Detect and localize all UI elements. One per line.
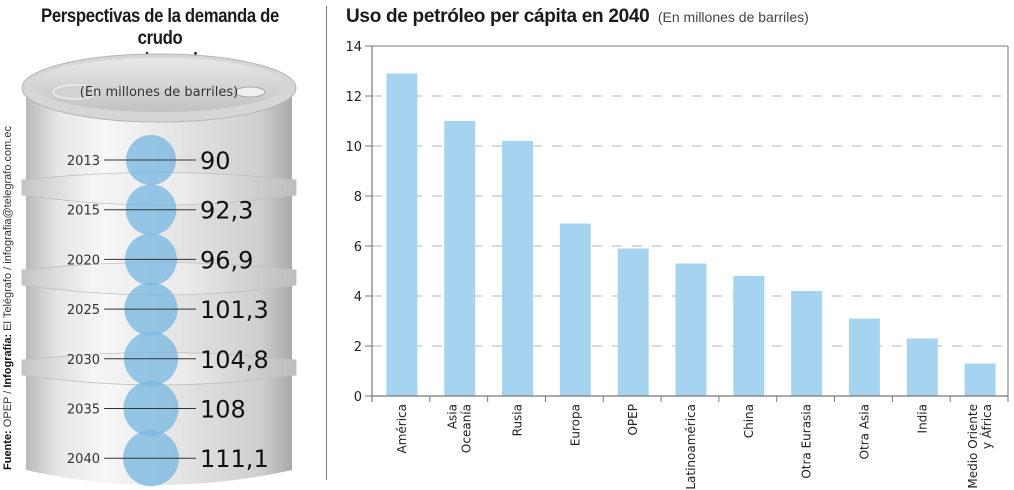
bar bbox=[791, 291, 823, 396]
chart-subtitle: (En millones de barriles) bbox=[657, 9, 809, 25]
bar bbox=[675, 263, 707, 396]
x-category-label-line: Europa bbox=[568, 404, 582, 446]
bar bbox=[964, 363, 996, 396]
bar bbox=[386, 73, 418, 396]
year-label: 2035 bbox=[67, 403, 100, 418]
y-tick-label: 10 bbox=[345, 140, 362, 155]
barrel-unit-label: (En millones de barriles) bbox=[80, 85, 238, 100]
demand-value: 104,8 bbox=[200, 346, 269, 374]
bar bbox=[733, 276, 765, 396]
x-category-label-line: OPEP bbox=[626, 404, 640, 436]
demand-value: 101,3 bbox=[200, 296, 269, 324]
y-tick-label: 12 bbox=[345, 90, 362, 105]
bar bbox=[502, 141, 534, 396]
x-category-label: Europa bbox=[568, 404, 582, 446]
barrel-rows: 2013 90 2015 92,3 2020 96,9 2025 101,3 2030 104,8… bbox=[67, 135, 269, 487]
barrel-lid-top bbox=[32, 58, 286, 112]
y-tick-label: 0 bbox=[354, 390, 362, 405]
x-category-label-line: Asia bbox=[446, 404, 460, 429]
year-label: 2025 bbox=[67, 303, 100, 318]
x-category-label-line: China bbox=[742, 404, 756, 438]
demand-value: 90 bbox=[200, 147, 231, 175]
panel-divider bbox=[326, 6, 327, 480]
year-label: 2030 bbox=[67, 353, 100, 368]
bar bbox=[906, 338, 938, 396]
demand-value: 96,9 bbox=[200, 246, 253, 274]
x-category-label: Otra Asia bbox=[857, 404, 871, 459]
y-tick-label: 8 bbox=[354, 190, 362, 205]
demand-value: 92,3 bbox=[200, 197, 253, 225]
x-category-label: OPEP bbox=[626, 404, 640, 436]
x-category-label: Rusia bbox=[511, 404, 525, 436]
bar bbox=[848, 318, 880, 396]
x-category-label: China bbox=[742, 404, 756, 438]
x-category-label-line: Oceanía bbox=[460, 404, 474, 453]
bar bbox=[617, 248, 649, 396]
year-label: 2020 bbox=[67, 253, 100, 268]
bar bbox=[444, 121, 476, 396]
demand-value: 108 bbox=[200, 396, 246, 424]
y-tick-label: 2 bbox=[354, 340, 362, 355]
year-label: 2013 bbox=[67, 154, 100, 169]
y-tick-label: 6 bbox=[354, 240, 362, 255]
x-category-label-line: Otra Asia bbox=[857, 404, 871, 459]
demand-value: 111,1 bbox=[200, 445, 269, 473]
right-panel-title: Uso de petróleo per cápita en 2040 (En m… bbox=[346, 6, 809, 28]
x-category-label-line: Latinoamérica bbox=[684, 404, 698, 490]
x-category-label-line: Otra Eurasia bbox=[800, 404, 814, 479]
left-title-line1: Perspectivas de la demanda de crudo bbox=[41, 6, 279, 49]
year-label: 2015 bbox=[67, 204, 100, 219]
x-category-label-line: y África bbox=[979, 404, 994, 449]
oil-barrel-infographic: (En millones de barriles) 2013 90 2015 92,3… bbox=[21, 53, 297, 487]
x-category-label: India bbox=[915, 404, 929, 433]
x-category-label-line: Rusia bbox=[511, 404, 525, 436]
x-category-label-line: Medio Oriente bbox=[966, 404, 980, 489]
x-category-label: Otra Eurasia bbox=[800, 404, 814, 479]
x-category-label: Latinoamérica bbox=[684, 404, 698, 490]
bar bbox=[559, 223, 591, 396]
chart-title: Uso de petróleo per cápita en 2040 bbox=[346, 6, 650, 27]
barrel-bung-left bbox=[52, 84, 98, 100]
x-category-label: América bbox=[395, 404, 409, 454]
y-tick-label: 14 bbox=[345, 40, 362, 55]
year-label: 2040 bbox=[67, 452, 100, 467]
x-category-label-line: América bbox=[395, 404, 409, 454]
y-tick-label: 4 bbox=[354, 290, 362, 305]
x-category-label-line: India bbox=[915, 404, 929, 433]
x-category-label: Medio Oriente y África bbox=[966, 404, 994, 489]
barrel-bung-right bbox=[234, 86, 266, 98]
x-category-label: Asia Oceanía bbox=[446, 404, 474, 453]
